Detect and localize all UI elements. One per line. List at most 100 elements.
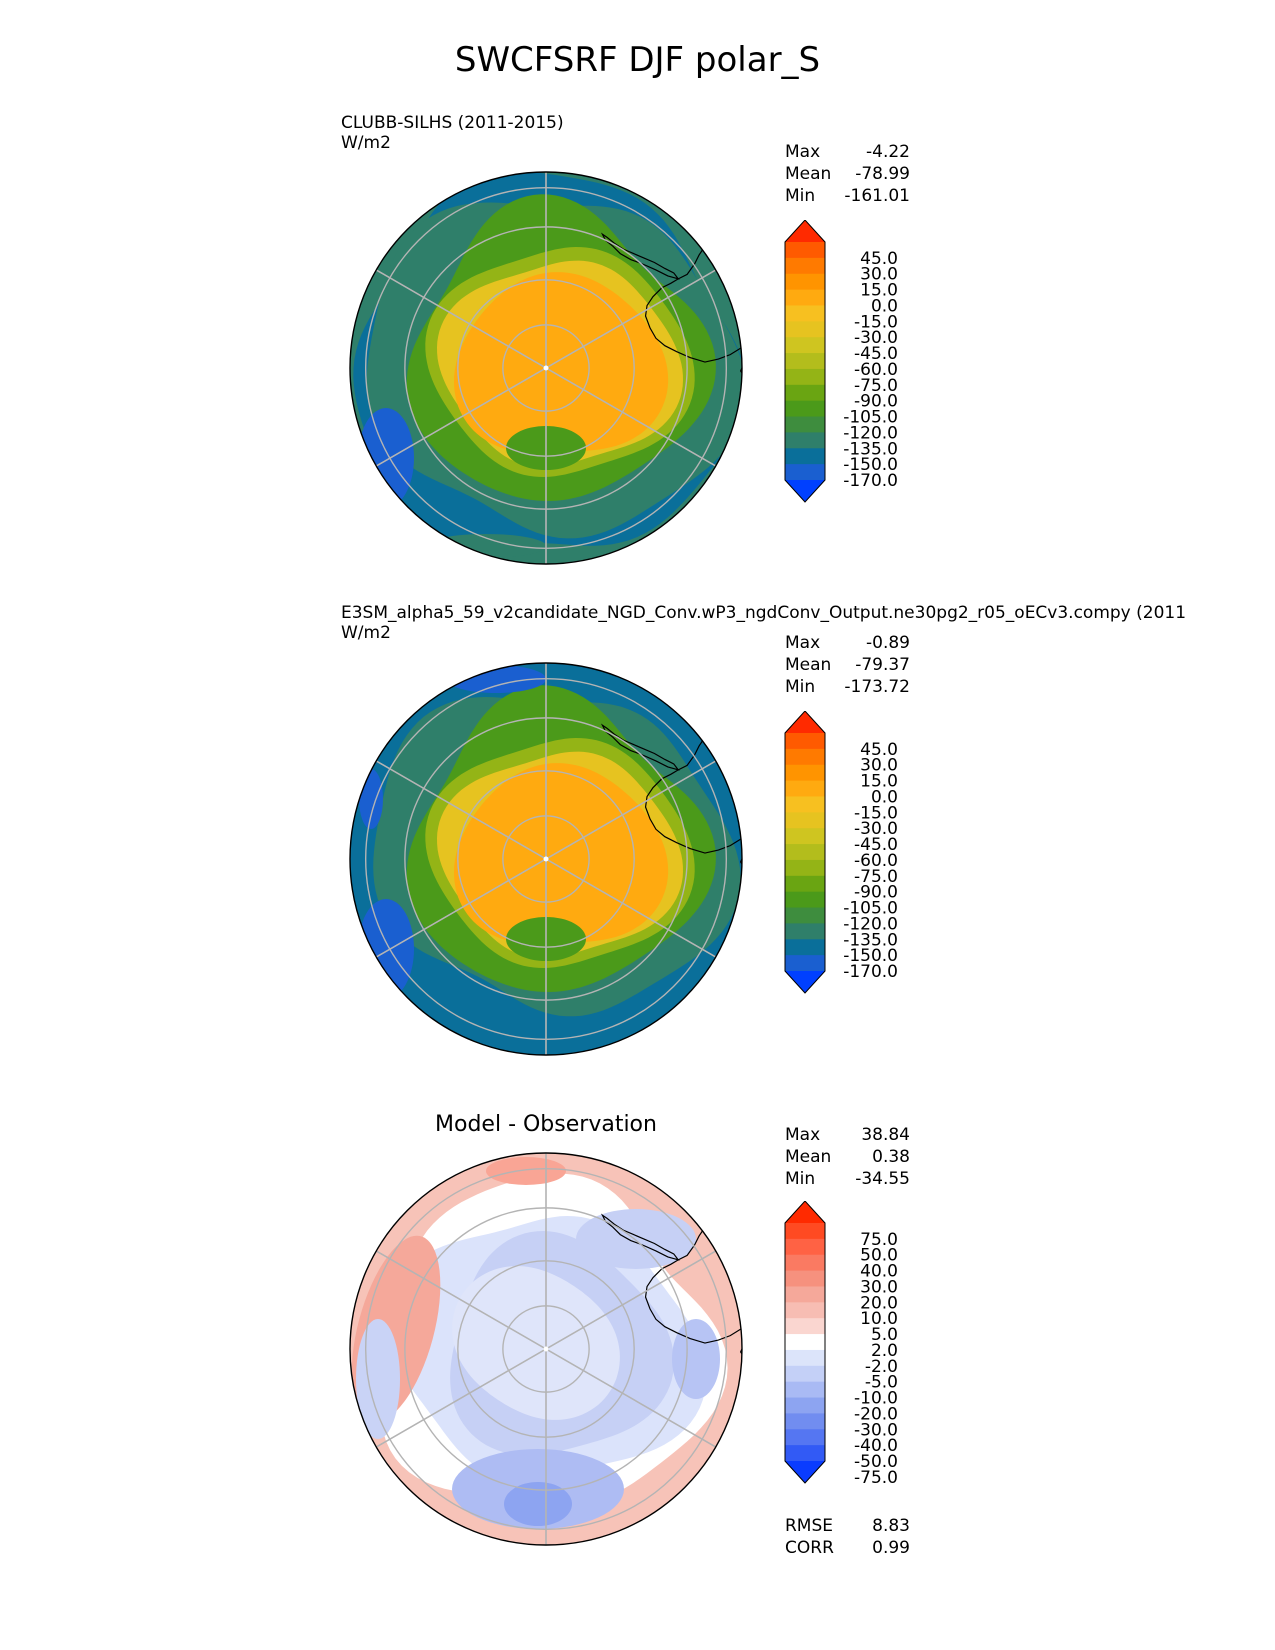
colorbar-swatch: [785, 875, 825, 893]
colorbar-swatch: [785, 859, 825, 877]
colorbar-swatch: [785, 353, 825, 370]
colorbar-tick-label: -50.0: [854, 1452, 898, 1472]
colorbar-swatch: [785, 273, 825, 291]
colorbar-tick-label: -75.0: [854, 867, 898, 887]
field-zone: [672, 1319, 720, 1399]
colorbar-tick-label: -90.0: [854, 392, 898, 412]
colorbar-tick-label: -170.0: [843, 471, 898, 491]
colorbar-swatch: [785, 955, 825, 972]
colorbar-swatch: [785, 1318, 825, 1335]
colorbar-tick-label: -135.0: [843, 439, 898, 459]
colorbar-swatch: [785, 828, 825, 845]
colorbar-tick-label: -5.0: [865, 1373, 898, 1393]
panel-1-label: CLUBB-SILHS (2011-2015): [341, 113, 564, 133]
colorbar-tick-label: 10.0: [860, 1309, 898, 1329]
colorbar-swatch: [785, 305, 825, 322]
panel-3-skill-stats: RMSE 8.83 CORR 0.99: [785, 1516, 910, 1558]
colorbar-swatch: [785, 1349, 825, 1367]
colorbar-swatch: [785, 400, 825, 418]
colorbar-swatch: [785, 780, 825, 797]
colorbar-extend-top: [785, 220, 825, 242]
coastline-antarctica: [644, 1202, 742, 1366]
colorbar-tick-label: -30.0: [854, 819, 898, 839]
colorbar-tick-label: -15.0: [854, 803, 898, 823]
colorbar-tick-label: -120.0: [843, 914, 898, 934]
colorbar-tick-label: 15.0: [860, 281, 898, 301]
colorbar-swatch: [785, 1413, 825, 1430]
colorbar-tick-label: 0.0: [871, 787, 898, 807]
map-boundary: [349, 662, 743, 1056]
colorbar-tick-label: -60.0: [854, 851, 898, 871]
colorbar-swatch: [785, 1286, 825, 1303]
colorbar-swatch: [785, 1397, 825, 1414]
coastline-peninsula: [600, 723, 680, 771]
panel-1-units: W/m2: [341, 133, 391, 153]
south-pole-marker: [543, 1346, 549, 1352]
colorbar-tick-label: 5.0: [871, 1325, 898, 1345]
panel-1-colorbar: 45.030.015.00.0-15.0-30.0-45.0-60.0-75.0…: [784, 220, 898, 503]
south-pole-marker: [543, 856, 549, 862]
colorbar-swatch: [785, 748, 825, 766]
colorbar-swatch: [785, 939, 825, 956]
field-zone: [576, 1209, 696, 1269]
panel-2-colorbar: 45.030.015.00.0-15.0-30.0-45.0-60.0-75.0…: [784, 711, 898, 994]
colorbar-swatch: [785, 464, 825, 481]
colorbar-tick-label: 30.0: [860, 1277, 898, 1297]
field-zone: [358, 408, 414, 508]
panel-2-label: E3SM_alpha5_59_v2candidate_NGD_Conv.wP3_…: [341, 603, 1187, 623]
colorbar-extend-bottom: [785, 480, 825, 502]
colorbar-swatch: [785, 1429, 825, 1446]
colorbar-tick-label: -45.0: [854, 835, 898, 855]
colorbar-outline: [784, 711, 826, 994]
colorbar-tick-label: 2.0: [871, 1341, 898, 1361]
colorbar-tick-label: -60.0: [854, 360, 898, 380]
panel-2-units: W/m2: [341, 623, 391, 643]
colorbar-extend-top: [785, 711, 825, 733]
colorbar-tick-label: 50.0: [860, 1246, 898, 1266]
colorbar-extend-top: [785, 1201, 825, 1223]
colorbar-swatch: [785, 764, 825, 782]
colorbar-swatch: [785, 733, 825, 750]
colorbar-tick-label: 40.0: [860, 1262, 898, 1282]
colorbar-tick-label: 30.0: [860, 756, 898, 776]
colorbar-tick-label: -45.0: [854, 344, 898, 364]
colorbar-tick-label: -90.0: [854, 883, 898, 903]
colorbar-swatch: [785, 844, 825, 861]
field-zone: [358, 899, 414, 999]
colorbar-extend-bottom: [785, 971, 825, 993]
colorbar-swatch: [785, 337, 825, 354]
colorbar-tick-label: 15.0: [860, 772, 898, 792]
colorbar-swatch: [785, 796, 825, 813]
figure-title: SWCFSRF DJF polar_S: [454, 40, 821, 80]
field-zone: [486, 1157, 566, 1185]
field-zone: [356, 1319, 400, 1439]
field-zone: [359, 769, 383, 829]
colorbar-swatch: [785, 812, 825, 829]
colorbar-outline: [784, 220, 826, 503]
colorbar-tick-label: -150.0: [843, 455, 898, 475]
colorbar-swatch: [785, 907, 825, 924]
colorbar-tick-label: -105.0: [843, 899, 898, 919]
colorbar-swatch: [785, 432, 825, 449]
colorbar-tick-label: 0.0: [871, 296, 898, 316]
colorbar-swatch: [785, 891, 825, 909]
colorbar-swatch: [785, 242, 825, 259]
colorbar-swatch: [785, 416, 825, 433]
map-boundary: [349, 1152, 743, 1546]
colorbar-extend-bottom: [785, 1461, 825, 1483]
colorbar-tick-label: 30.0: [860, 265, 898, 285]
colorbar-tick-label: 75.0: [860, 1230, 898, 1250]
colorbar-swatch: [785, 257, 825, 275]
colorbar-swatch: [785, 448, 825, 465]
panel-2-map: [349, 662, 743, 1056]
colorbar-tick-label: -40.0: [854, 1436, 898, 1456]
colorbar-tick-label: 45.0: [860, 249, 898, 269]
panel-1-map: [349, 171, 743, 565]
colorbar-swatch: [785, 384, 825, 402]
colorbar-tick-label: -120.0: [843, 423, 898, 443]
south-pole-marker: [543, 365, 549, 371]
colorbar-tick-label: -75.0: [854, 1468, 898, 1488]
panel-3-colorbar: 75.050.040.030.020.010.05.02.0-2.0-5.0-1…: [784, 1201, 898, 1488]
colorbar-swatch: [785, 923, 825, 940]
colorbar-outline: [784, 1201, 826, 1484]
